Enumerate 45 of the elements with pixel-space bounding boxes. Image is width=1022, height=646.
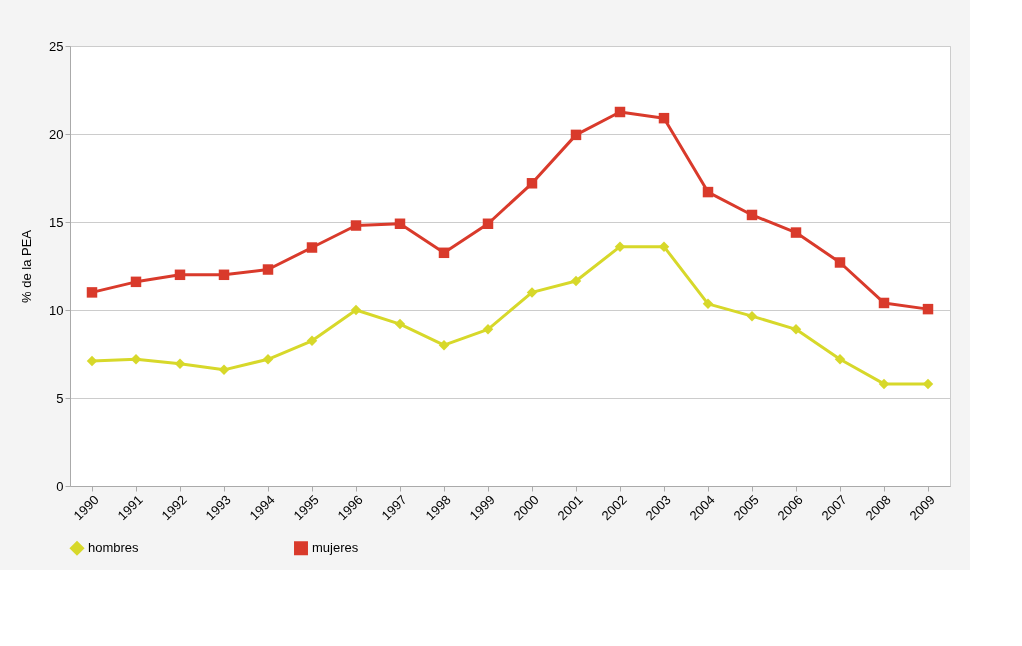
point: [482, 324, 494, 335]
point: [218, 269, 230, 281]
point: [262, 354, 274, 365]
point: [174, 269, 186, 281]
point: [174, 358, 186, 369]
legend-label: mujeres: [312, 540, 359, 556]
y-tick-label: 5: [56, 390, 64, 406]
point: [834, 257, 846, 268]
point: [438, 339, 450, 351]
point: [394, 218, 406, 229]
point: [218, 364, 230, 376]
y-tick-label: 0: [56, 478, 64, 494]
point: [658, 112, 670, 124]
point: [922, 303, 934, 315]
point: [350, 220, 362, 231]
point: [790, 324, 802, 335]
point: [306, 335, 318, 347]
point: [614, 106, 626, 118]
point: [790, 227, 802, 238]
y-tick-label: 20: [49, 126, 64, 142]
y-axis-title: % de la PEA: [19, 229, 35, 303]
point: [350, 304, 362, 316]
point: [658, 241, 670, 252]
y-tick-label: 25: [49, 38, 64, 54]
point: [570, 129, 582, 141]
point: [306, 242, 318, 253]
point: [702, 298, 714, 310]
point: [130, 276, 142, 288]
y-tick-label: 15: [49, 214, 64, 230]
legend-label: hombres: [88, 540, 140, 556]
point: [878, 297, 890, 309]
y-tick-label: 10: [49, 302, 64, 318]
point: [746, 310, 758, 322]
point: [746, 209, 758, 221]
point: [438, 247, 450, 259]
point: [702, 186, 714, 198]
point: [394, 318, 406, 330]
point: [526, 178, 538, 189]
point: [482, 218, 494, 229]
point: [86, 287, 98, 298]
point: [570, 275, 582, 287]
point: [834, 354, 846, 365]
point: [614, 241, 626, 252]
point: [526, 287, 538, 298]
point: [262, 264, 274, 275]
